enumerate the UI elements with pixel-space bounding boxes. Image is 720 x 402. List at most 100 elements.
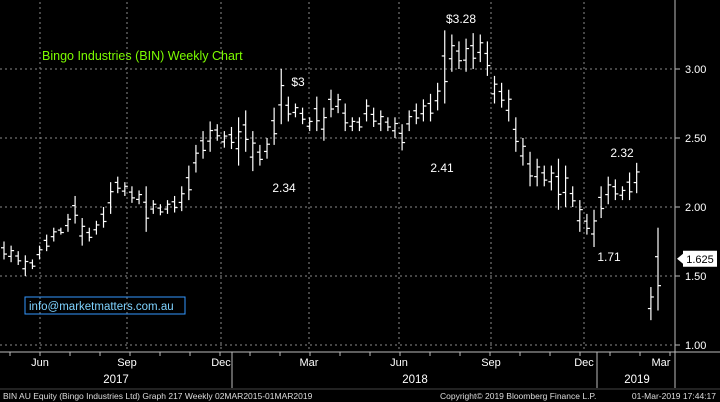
ohlc-bar: [249, 131, 256, 172]
ohlc-bar: [79, 218, 86, 246]
ohlc-bar: [335, 93, 342, 114]
ohlc-bar: [50, 227, 57, 242]
ohlc-bar: [626, 172, 633, 201]
info-email: info@marketmatters.com.au: [29, 301, 174, 313]
ohlc-bar: [299, 107, 306, 125]
ohlc-bar: [477, 34, 484, 63]
ohlc-bar: [491, 75, 498, 104]
month-tick-label: Mar: [300, 357, 319, 369]
ohlc-bar: [185, 165, 192, 201]
ohlc-bar: [36, 245, 43, 260]
price-annotation: $3.28: [446, 12, 476, 26]
ohlc-bar: [512, 117, 519, 152]
ohlc-bar: [306, 117, 313, 132]
year-tick-label: 2018: [402, 374, 428, 386]
footer-middle: Copyright© 2019 Bloomberg Finance L.P.: [440, 391, 596, 401]
ohlc-bar: [143, 186, 150, 232]
ohlc-bar: [576, 200, 583, 232]
ohlc-bar: [150, 200, 157, 214]
ohlc-bar: [15, 251, 22, 265]
ohlc-bar: [555, 158, 562, 210]
price-annotation: 2.32: [610, 146, 634, 160]
ohlc-bar: [136, 190, 143, 205]
ohlc-bar: [370, 107, 377, 127]
ohlc-bar: [619, 186, 626, 201]
y-tick-label: 2.50: [685, 133, 706, 145]
ohlc-bar: [178, 186, 185, 212]
footer-left: BIN AU Equity (Bingo Industries Ltd) Gra…: [3, 391, 313, 401]
ohlc-bar: [271, 107, 278, 145]
ohlc-bar: [349, 117, 356, 132]
footer: BIN AU Equity (Bingo Industries Ltd) Gra…: [0, 388, 720, 401]
ohlc-bar: [384, 117, 391, 132]
ohlc-bar: [72, 195, 79, 224]
ohlc-bar: [107, 182, 114, 214]
ohlc-bar: [541, 165, 548, 187]
ohlc-bar: [57, 227, 64, 235]
price-bars: [1, 30, 661, 321]
y-tick-label: 1.00: [685, 340, 706, 352]
ohlc-bar: [235, 117, 242, 166]
ohlc-bar: [228, 126, 235, 150]
ohlc-bar: [292, 103, 299, 118]
ohlc-bar: [363, 99, 370, 122]
ohlc-bar: [214, 124, 221, 141]
chart-title: Bingo Industries (BIN) Weekly Chart: [42, 49, 243, 63]
month-tick-label: Dec: [574, 357, 594, 369]
ohlc-bar: [441, 30, 448, 104]
year-tick-label: 2017: [103, 374, 129, 386]
ohlc-bar: [171, 195, 178, 213]
ohlc-bar: [612, 179, 619, 201]
ohlc-bar: [22, 255, 29, 276]
ohlc-bar: [242, 110, 249, 152]
ohlc-bar: [29, 259, 36, 270]
ohlc-bar: [86, 227, 93, 242]
ohlc-bar: [43, 234, 50, 252]
ohlc-bar: [342, 103, 349, 132]
ohlc-bar: [256, 144, 263, 166]
ohlc-bar: [377, 110, 384, 132]
ohlc-bar: [591, 209, 598, 248]
ohlc-bar: [484, 41, 491, 76]
ohlc-bar: [200, 131, 207, 159]
ohlc-bar: [598, 186, 605, 219]
last-price-marker: 1.625: [677, 250, 717, 267]
ohlc-bar: [633, 162, 640, 194]
ohlc-bar: [534, 158, 541, 187]
ohlc-bar: [313, 96, 320, 132]
ohlc-bar: [93, 220, 100, 235]
ohlc-bar: [121, 182, 128, 196]
month-tick-label: Sep: [117, 357, 137, 369]
ohlc-bar: [455, 41, 462, 69]
y-tick-label: 3.00: [685, 64, 706, 76]
ohlc-bar: [406, 110, 413, 132]
month-tick-label: Sep: [481, 357, 501, 369]
ohlc-bar: [569, 186, 576, 207]
ohlc-bar: [221, 131, 228, 148]
ohlc-bar: [328, 89, 334, 118]
price-annotation: 2.34: [272, 181, 296, 195]
ohlc-bar: [320, 107, 327, 141]
ohlc-bar: [463, 38, 470, 72]
ohlc-bar: [207, 121, 214, 152]
ohlc-bar: [448, 34, 455, 72]
ohlc-bar: [128, 186, 135, 203]
y-tick-label: 2.00: [685, 202, 706, 214]
ohlc-bar: [278, 69, 285, 125]
ohlc-bar: [527, 151, 534, 187]
ohlc-bar: [413, 103, 420, 125]
ohlc-bar: [548, 165, 555, 191]
price-annotation: 2.41: [430, 161, 454, 175]
ohlc-bar: [647, 287, 654, 321]
y-axis: 1.00 1.50 2.00 2.50 3.00: [675, 64, 706, 352]
ohlc-bar: [519, 138, 526, 166]
month-tick-label: Mar: [652, 357, 671, 369]
x-axis: Jun Sep Dec Mar Jun Sep Dec Mar 2017 2018 2019: [9, 352, 676, 388]
ohlc-bar: [356, 117, 363, 132]
ohlc-bar: [399, 124, 406, 151]
ohlc-bar: [655, 227, 661, 311]
y-tick-label: 1.50: [685, 271, 706, 283]
year-tick-label: 2019: [624, 374, 650, 386]
month-tick-label: Jun: [31, 357, 49, 369]
